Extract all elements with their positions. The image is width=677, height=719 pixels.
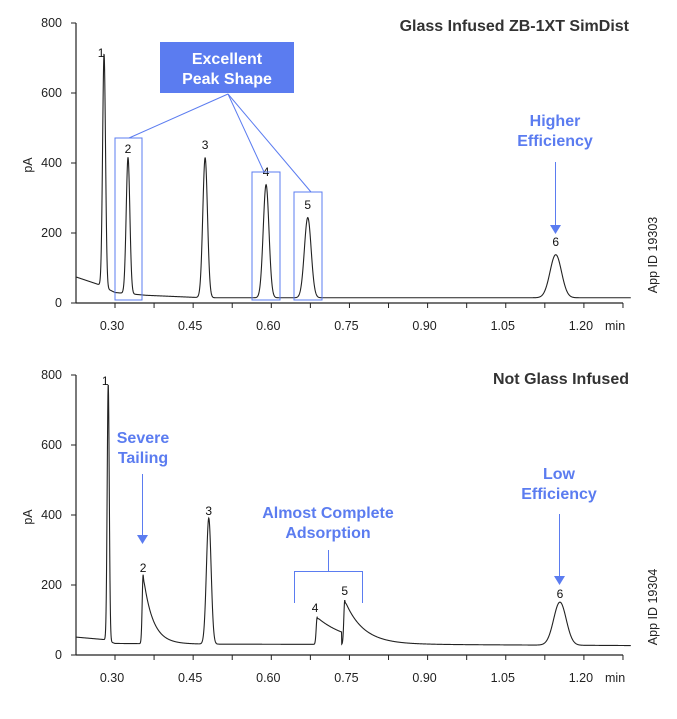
x-tick-label: 1.20 [569,671,593,685]
peak-label-4: 4 [312,601,319,615]
y-tick-label: 0 [55,648,62,662]
severe-tailing-line-2: Tailing [118,450,168,467]
y-tick-label: 200 [41,226,62,240]
x-tick-label: 1.05 [491,671,515,685]
x-tick-label: 0.30 [100,319,124,333]
peak-label-5: 5 [304,198,311,212]
chart-title: Glass Infused ZB-1XT SimDist [400,18,630,35]
x-tick-label: 0.60 [256,319,280,333]
x-tick-label: 1.05 [491,319,515,333]
trace [76,53,631,299]
low-efficiency-line-2: Efficiency [521,486,597,503]
y-tick-label: 600 [41,86,62,100]
peak-label-6: 6 [552,235,559,249]
x-tick-label: 0.60 [256,671,280,685]
y-tick-label: 800 [41,368,62,382]
higher-efficiency-line-2: Efficiency [517,133,593,150]
x-tick-label: 0.45 [178,671,202,685]
higher-efficiency-line-1: Higher [530,113,581,130]
y-tick-label: 0 [55,296,62,310]
callout-line-1: Excellent [192,51,263,68]
x-tick-label: 0.75 [334,671,358,685]
peak-label-1: 1 [102,374,109,388]
arrowhead-icon [550,225,561,234]
callout-connector [227,93,265,173]
axes: 0 200 400 600 800 0.30 0.45 0.60 0.75 0.90 1.05 1.2… [41,16,624,333]
x-axis-label: min [605,671,625,685]
y-axis-label: pA [21,509,35,525]
x-tick-label: 1.20 [569,319,593,333]
chromatogram-trace [76,384,631,647]
bracket [294,550,363,603]
x-tick-label: 0.90 [412,319,436,333]
y-tick-label: 400 [41,156,62,170]
low-efficiency-line-1: Low [543,466,576,483]
peak-label-3: 3 [205,504,212,518]
x-tick-label: 0.75 [334,319,358,333]
y-axis-label: pA [21,157,35,173]
y-tick-label: 600 [41,438,62,452]
adsorption-line-2: Adsorption [285,525,370,542]
y-tick-label: 200 [41,578,62,592]
arrowhead-icon [137,535,148,544]
chart-title: Not Glass Infused [493,371,629,388]
x-axis-label: min [605,319,625,333]
chart-panel-glass-infused: Glass Infused ZB-1XT SimDist App ID 1930… [21,16,660,333]
peak-label-3: 3 [202,138,209,152]
chart-panel-not-glass-infused: Not Glass Infused App ID 19304 pA min 0 2… [21,368,660,685]
arrowhead-icon [554,576,565,585]
peak-labels: 1 2 3 4 5 6 [102,374,564,615]
peak-label-2: 2 [125,142,132,156]
adsorption-line-1: Almost Complete [262,505,394,522]
peak-label-2: 2 [140,561,147,575]
y-tick-label: 400 [41,508,62,522]
callout-connector [227,93,312,193]
callout-line-2: Peak Shape [182,71,272,88]
callout-connector [128,93,229,139]
severe-tailing-line-1: Severe [117,430,170,447]
app-id-label: App ID 19304 [646,569,660,645]
peak-label-1: 1 [98,46,105,60]
trace [76,384,631,647]
chromatogram-trace [76,53,631,299]
peak-label-5: 5 [341,584,348,598]
y-tick-label: 800 [41,16,62,30]
peak-2-highlight-box [114,137,143,301]
excellent-peak-shape-callout [160,42,294,93]
x-tick-label: 0.30 [100,671,124,685]
peak-label-6: 6 [557,587,564,601]
x-tick-label: 0.45 [178,319,202,333]
peak-4-highlight-box [251,171,281,301]
x-tick-label: 0.90 [412,671,436,685]
peak-5-highlight-box [293,191,323,301]
app-id-label: App ID 19303 [646,217,660,293]
axes: 0 200 400 600 800 0.30 0.45 0.60 0.75 0.90 1.05 1.2… [41,368,624,685]
